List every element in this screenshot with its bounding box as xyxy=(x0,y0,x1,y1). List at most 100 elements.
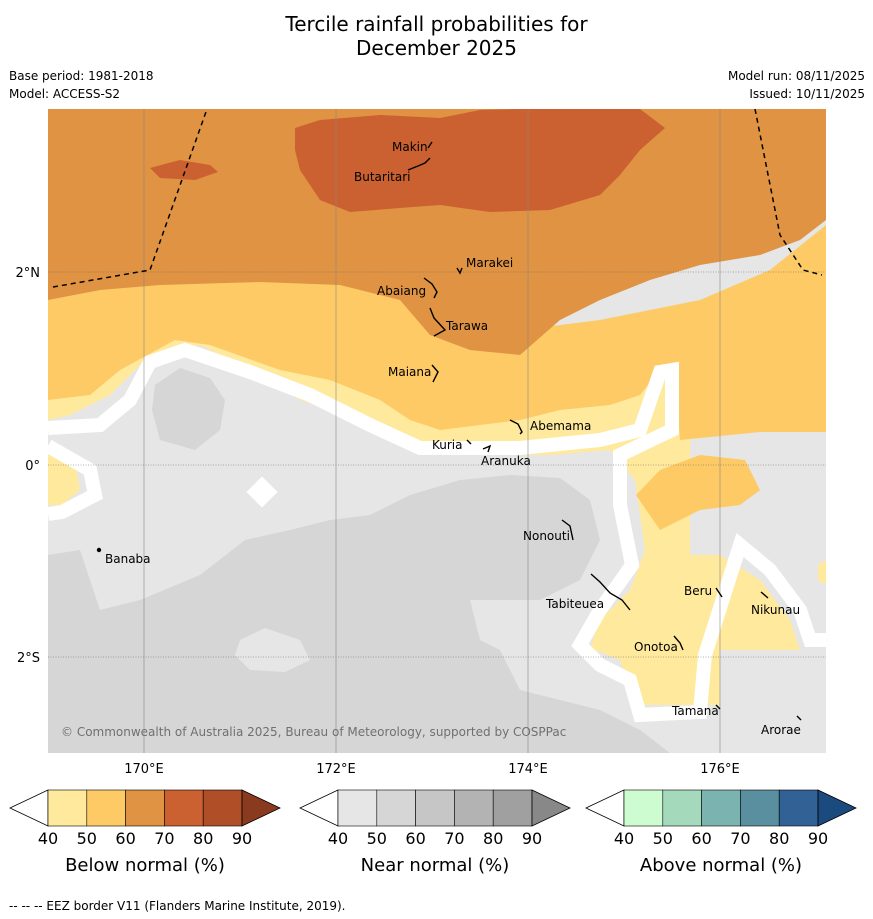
colorbar-tick: 50 xyxy=(653,829,673,848)
place-label-banaba: Banaba xyxy=(105,552,151,566)
lon-label-174: 174°E xyxy=(508,762,548,777)
colorbar-tick: 80 xyxy=(769,829,789,848)
colorbar-tick: 70 xyxy=(444,829,464,848)
colorbar-tick: 50 xyxy=(367,829,387,848)
colorbar-segment xyxy=(454,789,494,827)
island-beru xyxy=(715,587,723,598)
axis-labels: 170°E 172°E 174°E 176°E 2°N 0° 2°S xyxy=(16,266,740,777)
island-nonouti xyxy=(561,519,574,541)
island-abemama xyxy=(509,419,523,435)
colorbar-1: 40 50 60 70 80 90 Below normal (%) xyxy=(9,789,281,876)
colorbar-tick: 90 xyxy=(808,829,828,848)
lon-label-170: 170°E xyxy=(124,762,164,777)
colorbar-label: Near normal (%) xyxy=(361,855,510,876)
map-title: Tercile rainfall probabilities for Decem… xyxy=(0,12,873,60)
island-banaba xyxy=(96,547,102,553)
below-normal-60-region xyxy=(48,109,826,355)
colorbar-tick: 60 xyxy=(691,829,711,848)
model-run: Model run: 08/11/2025 xyxy=(727,69,865,83)
title-line-2: December 2025 xyxy=(356,36,517,60)
lat-label-2n: 2°N xyxy=(16,266,41,281)
place-label-kuria: Kuria xyxy=(432,438,463,452)
lat-label-0: 0° xyxy=(25,459,40,474)
colorbar-segment xyxy=(376,789,416,827)
place-label-abaiang: Abaiang xyxy=(377,284,426,298)
issued-date: Issued: 10/11/2025 xyxy=(749,87,865,101)
place-label-marakei: Marakei xyxy=(466,256,513,270)
below-normal-50-east xyxy=(636,455,760,530)
place-label-abemama: Abemama xyxy=(530,419,591,433)
meta-left: Base period: 1981-2018 Model: ACCESS-S2 xyxy=(9,67,154,103)
colorbar-tick: 80 xyxy=(483,829,503,848)
buffer-band-west xyxy=(44,439,103,521)
island-abaiang xyxy=(423,277,438,299)
colorbar-segment xyxy=(164,789,204,827)
colorbar-extend-high xyxy=(531,789,571,827)
island-arorae xyxy=(796,715,802,721)
place-label-aranuka: Aranuka xyxy=(481,454,531,468)
near-normal-50-north xyxy=(152,368,225,450)
islands xyxy=(96,141,802,721)
colorbars: 40 50 60 70 80 90 Below normal (%) 40 50 60 70 80 90… xyxy=(9,789,857,876)
title-line-1: Tercile rainfall probabilities for xyxy=(285,12,588,36)
colorbar-tick: 70 xyxy=(154,829,174,848)
eez-footnote: -- -- -- EEZ border V11 (Flanders Marine… xyxy=(9,899,346,913)
colorbar-tick: 80 xyxy=(193,829,213,848)
island-makin xyxy=(427,141,433,149)
colorbar-tick: 90 xyxy=(232,829,252,848)
lon-label-176: 176°E xyxy=(700,762,740,777)
below-normal-40-region xyxy=(48,300,826,705)
colorbar-3: 40 50 60 70 80 90 Above normal (%) xyxy=(585,789,857,876)
island-aranuka xyxy=(482,444,492,453)
colorbar-label: Above normal (%) xyxy=(640,855,802,876)
colorbar-tick: 70 xyxy=(730,829,750,848)
colorbar-segment xyxy=(337,789,378,827)
colorbar-segment xyxy=(778,789,819,827)
island-kuria xyxy=(466,439,472,445)
place-label-arorae: Arorae xyxy=(761,723,801,737)
colorbar-segment xyxy=(623,789,664,827)
grid-lines xyxy=(143,109,721,753)
place-label-tabiteuea: Tabiteuea xyxy=(545,597,604,611)
colorbar-segment xyxy=(47,789,88,827)
base-period: Base period: 1981-2018 xyxy=(9,69,154,83)
eez-border-east xyxy=(754,108,823,276)
eez-borders xyxy=(52,108,823,288)
lat-label-2s: 2°S xyxy=(17,651,40,666)
place-label-nikunau: Nikunau xyxy=(751,603,800,617)
colorbar-extend-high xyxy=(241,789,281,827)
near-normal-50-region xyxy=(48,475,670,753)
island-tarawa xyxy=(429,307,447,337)
colorbar-extend-low xyxy=(9,789,49,827)
place-label-onotoa: Onotoa xyxy=(634,640,678,654)
place-labels: Makin Butaritari Marakei Abaiang Tarawa … xyxy=(105,140,801,737)
colorbar-tick: 60 xyxy=(405,829,425,848)
island-nikunau xyxy=(760,591,769,599)
place-label-butaritari: Butaritari xyxy=(354,170,411,184)
colorbar-segment xyxy=(202,789,243,827)
island-butaritari xyxy=(407,157,431,171)
island-tabiteuea xyxy=(590,573,631,611)
lon-label-172: 172°E xyxy=(316,762,356,777)
colorbar-extend-low xyxy=(299,789,339,827)
colorbar-segment xyxy=(415,789,455,827)
near-normal-light-patch xyxy=(235,628,310,672)
place-label-tamana: Tamana xyxy=(671,704,719,718)
place-label-makin: Makin xyxy=(392,140,428,154)
colorbar-segment xyxy=(662,789,702,827)
place-label-beru: Beru xyxy=(684,584,712,598)
island-maiana xyxy=(431,364,439,383)
island-tamana xyxy=(715,704,721,710)
below-normal-70-region xyxy=(295,109,665,212)
place-label-nonouti: Nonouti xyxy=(523,529,570,543)
buffer-diamond xyxy=(246,476,278,508)
island-onotoa xyxy=(673,635,684,651)
colorbar-segment xyxy=(86,789,126,827)
colorbar-tick: 90 xyxy=(522,829,542,848)
colorbar-tick: 40 xyxy=(38,829,58,848)
copyright-text: © Commonwealth of Australia 2025, Bureau… xyxy=(61,725,566,739)
place-label-maiana: Maiana xyxy=(388,365,431,379)
colorbar-tick: 40 xyxy=(328,829,348,848)
island-marakei xyxy=(456,267,463,275)
